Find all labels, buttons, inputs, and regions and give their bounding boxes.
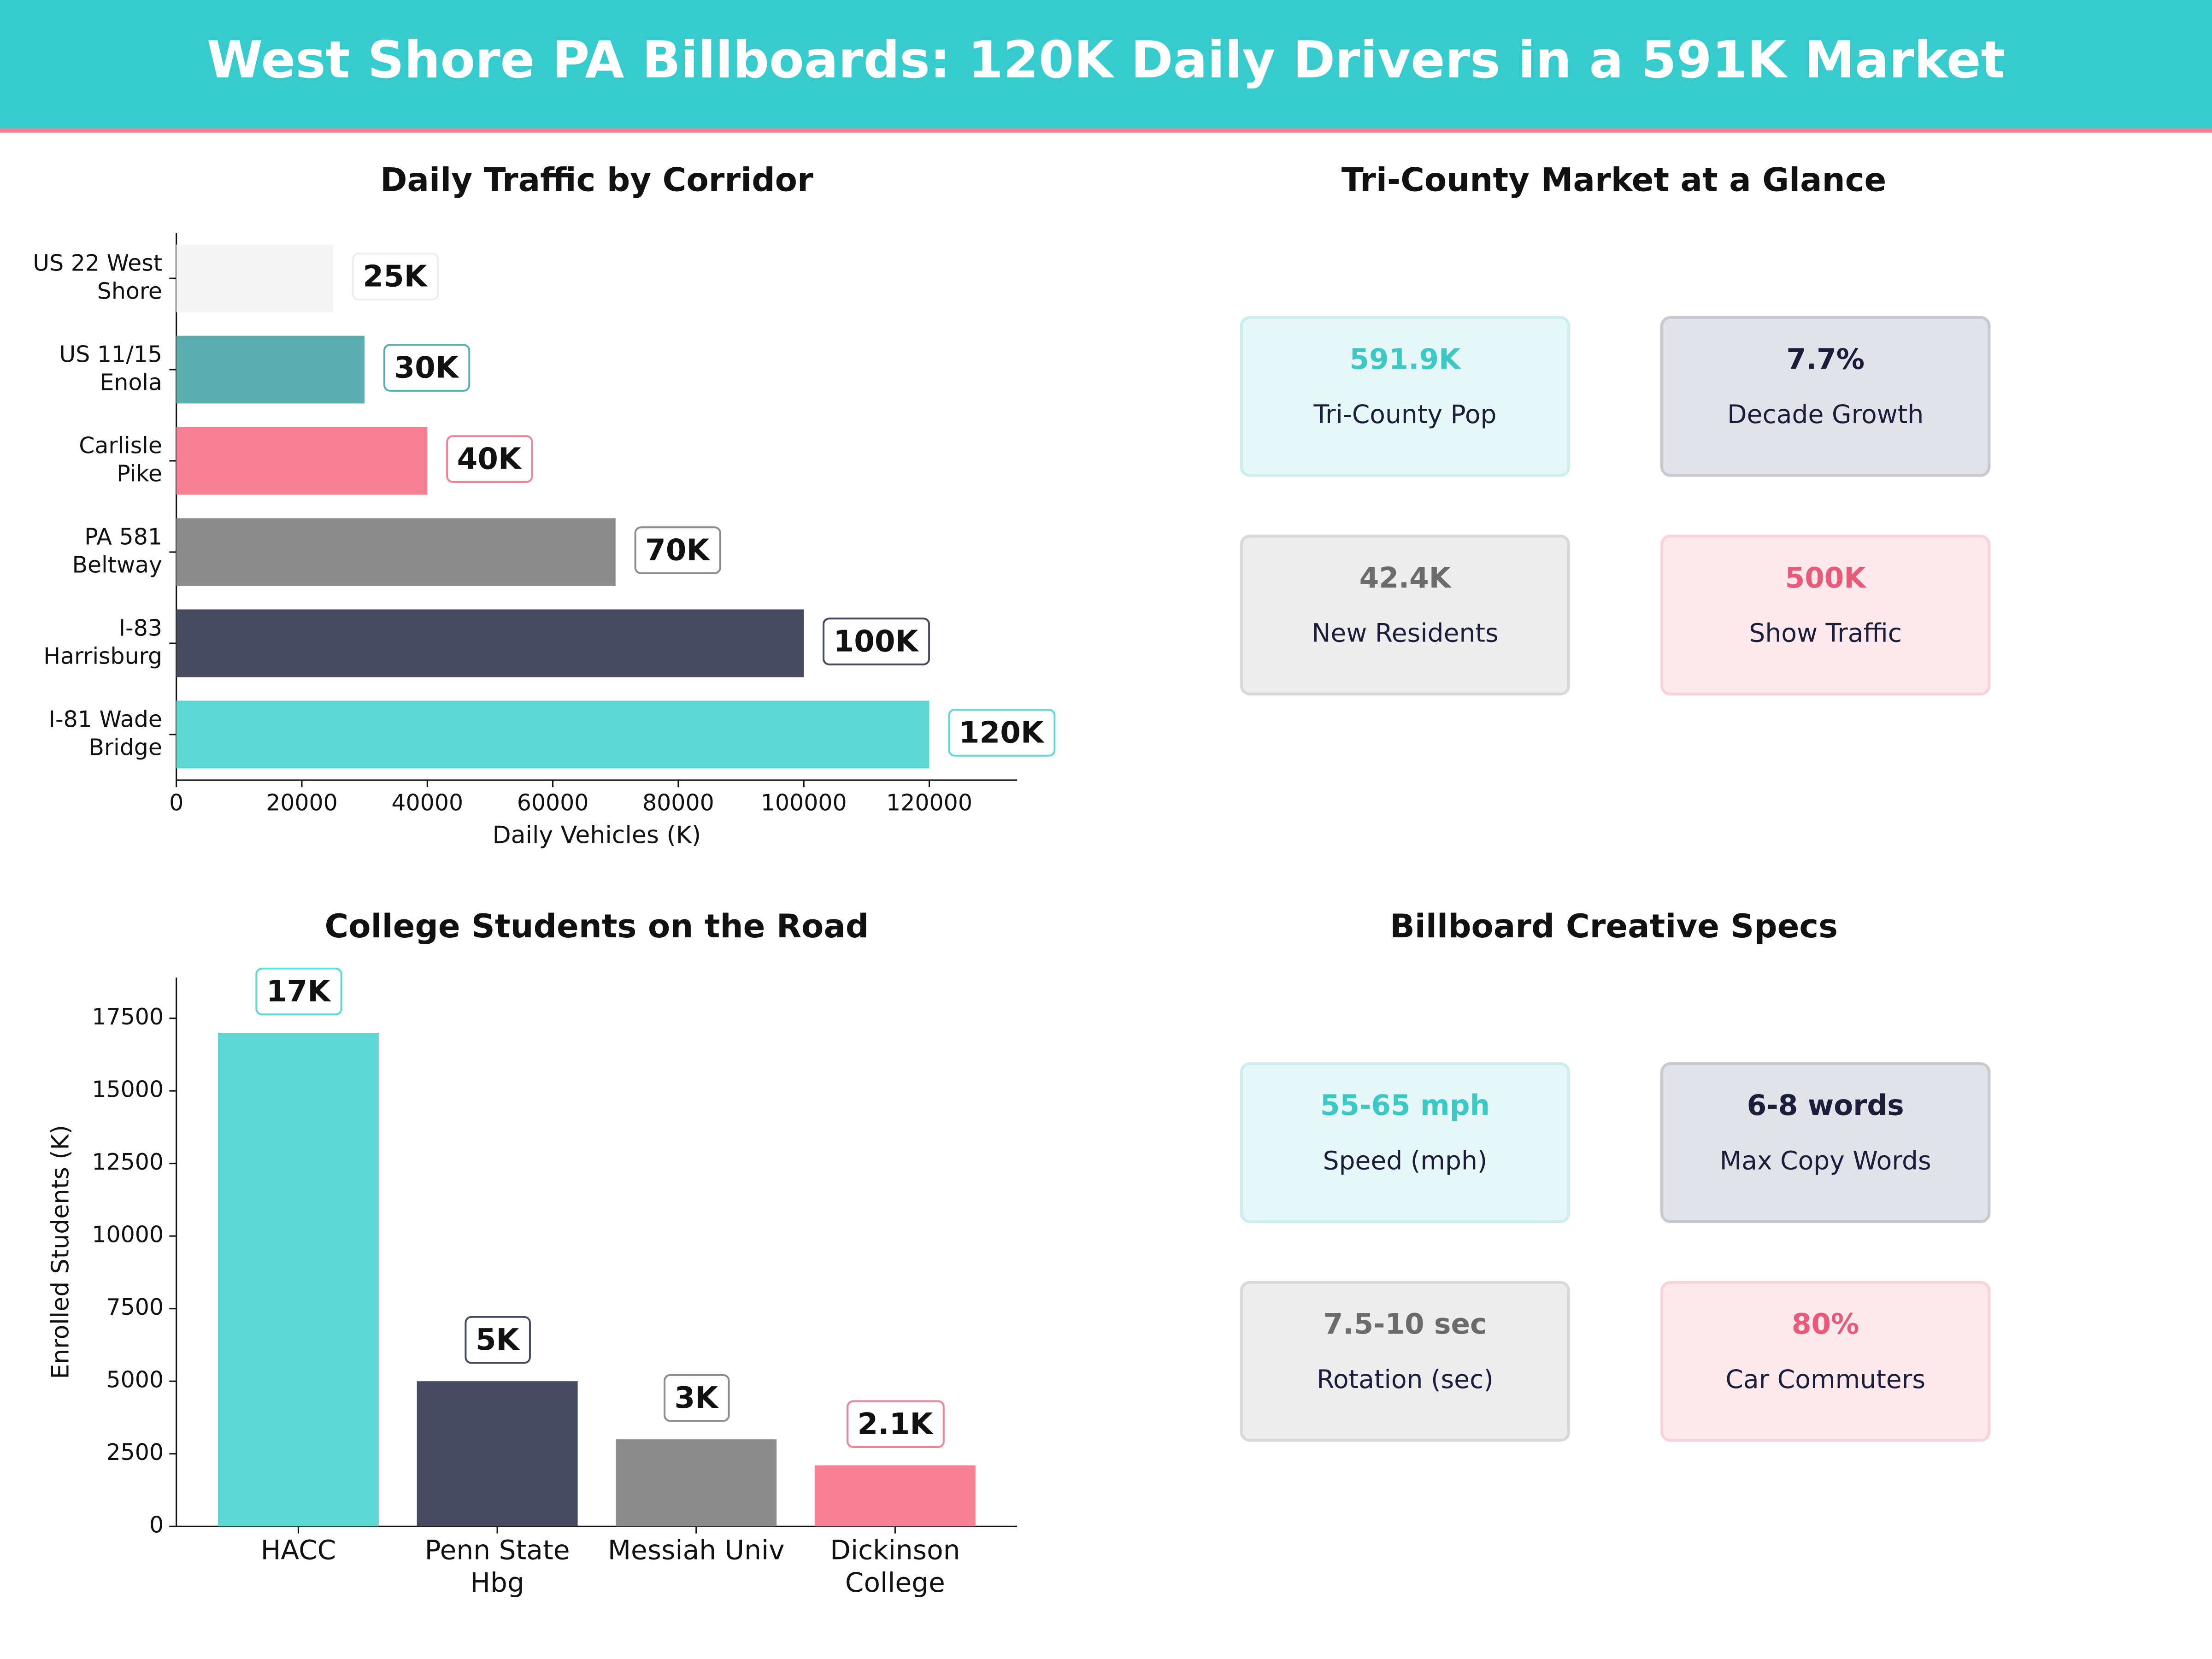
value-label-box <box>465 1316 531 1364</box>
y-tick-label: 10000 <box>92 1222 164 1248</box>
kpi-card <box>1240 316 1571 477</box>
y-tick-label: I-83 Harrisburg <box>43 615 162 669</box>
kpi-label: Car Commuters <box>1725 1365 1925 1394</box>
kpi-label: Max Copy Words <box>1720 1146 1931 1176</box>
value-label-box <box>847 1400 945 1448</box>
y-tick-label: US 11/15 Enola <box>59 341 162 395</box>
value-label: 30K <box>394 351 459 385</box>
bar <box>176 427 428 495</box>
y-tick-label: 2500 <box>106 1439 164 1465</box>
value-label-box <box>948 709 1056 757</box>
value-label: 2.1K <box>858 1407 934 1441</box>
bar <box>616 1439 777 1527</box>
bar <box>218 1033 379 1527</box>
kpi-value: 500K <box>1785 562 1867 594</box>
x-tick-label: Messiah Univ <box>608 1534 785 1565</box>
kpi-label: Show Traffic <box>1749 618 1902 648</box>
value-label-box <box>352 253 439 300</box>
y-tick-label: 17500 <box>92 1004 164 1030</box>
kpi-card <box>1240 1281 1571 1442</box>
x-tick-label: HACC <box>261 1534 336 1565</box>
value-label: 3K <box>674 1381 719 1415</box>
value-label-box <box>823 618 930 665</box>
value-label-box <box>255 967 342 1016</box>
kpi-card <box>1240 535 1571 696</box>
kpi-label: Tri-County Pop <box>1313 400 1496 429</box>
x-tick-label: 80000 <box>642 789 714 816</box>
header-bar <box>0 0 2212 129</box>
x-tick-label: 120000 <box>886 789 972 816</box>
x-tick-label: 0 <box>169 789 183 816</box>
kpi-card <box>1660 535 1991 696</box>
kpi-label: Rotation (sec) <box>1317 1365 1494 1394</box>
value-label: 120K <box>959 715 1045 750</box>
y-axis-label: Enrolled Students (K) <box>47 1125 75 1379</box>
kpi-value: 55-65 mph <box>1320 1089 1490 1122</box>
chart-title: Daily Traffic by Corridor <box>380 161 813 199</box>
kpi-card <box>1660 1062 1991 1224</box>
panel-title: Billboard Creative Specs <box>1390 907 1838 945</box>
bar <box>417 1381 578 1527</box>
x-tick-label: Penn State Hbg <box>425 1534 570 1598</box>
value-label: 5K <box>476 1323 520 1357</box>
y-tick-label: PA 581 Beltway <box>72 524 162 578</box>
bar <box>176 335 365 404</box>
kpi-value: 7.7% <box>1786 343 1865 376</box>
x-tick-label: 60000 <box>517 789 589 816</box>
value-label: 25K <box>363 259 428 294</box>
header-rule <box>0 128 2212 133</box>
value-label-box <box>664 1374 730 1422</box>
kpi-value: 6-8 words <box>1747 1089 1904 1122</box>
y-tick-label: 15000 <box>92 1077 164 1103</box>
y-tick-label: 5000 <box>106 1367 164 1393</box>
y-tick-label: I-81 Wade Bridge <box>49 706 163 760</box>
kpi-card <box>1240 1062 1571 1224</box>
y-tick-label: US 22 West Shore <box>33 250 162 304</box>
y-tick-label: 7500 <box>106 1294 164 1320</box>
bar <box>176 700 930 769</box>
bar <box>176 609 804 677</box>
y-tick-label: Carlisle Pike <box>79 432 162 487</box>
kpi-label: Speed (mph) <box>1323 1146 1488 1176</box>
x-axis-label: Daily Vehicles (K) <box>493 821 701 849</box>
x-tick-label: 20000 <box>266 789 338 816</box>
panel-title: Tri-County Market at a Glance <box>1341 161 1886 199</box>
chart-title: College Students on the Road <box>324 907 869 945</box>
value-label: 70K <box>645 533 710 568</box>
kpi-value: 7.5-10 sec <box>1324 1308 1487 1341</box>
value-label-box <box>634 526 721 574</box>
kpi-label: Decade Growth <box>1727 400 1924 429</box>
kpi-value: 591.9K <box>1349 343 1462 376</box>
bar <box>814 1465 976 1527</box>
y-tick-label: 0 <box>149 1512 164 1538</box>
y-tick-label: 12500 <box>92 1149 164 1175</box>
kpi-value: 42.4K <box>1359 562 1452 594</box>
value-label: 40K <box>457 442 522 477</box>
x-tick-label: 100000 <box>761 789 847 816</box>
value-label-box <box>383 344 471 392</box>
x-tick-label: 40000 <box>391 789 463 816</box>
value-label: 100K <box>833 624 919 659</box>
bar <box>176 518 616 586</box>
kpi-card <box>1660 1281 1991 1442</box>
value-label: 17K <box>266 974 331 1009</box>
kpi-value: 80% <box>1792 1308 1859 1341</box>
value-label-box <box>446 435 533 483</box>
kpi-card <box>1660 316 1991 477</box>
bar <box>176 244 334 312</box>
page-title: West Shore PA Billboards: 120K Daily Dri… <box>207 30 2005 89</box>
kpi-label: New Residents <box>1312 618 1498 648</box>
x-tick-label: Dickinson College <box>830 1534 960 1598</box>
